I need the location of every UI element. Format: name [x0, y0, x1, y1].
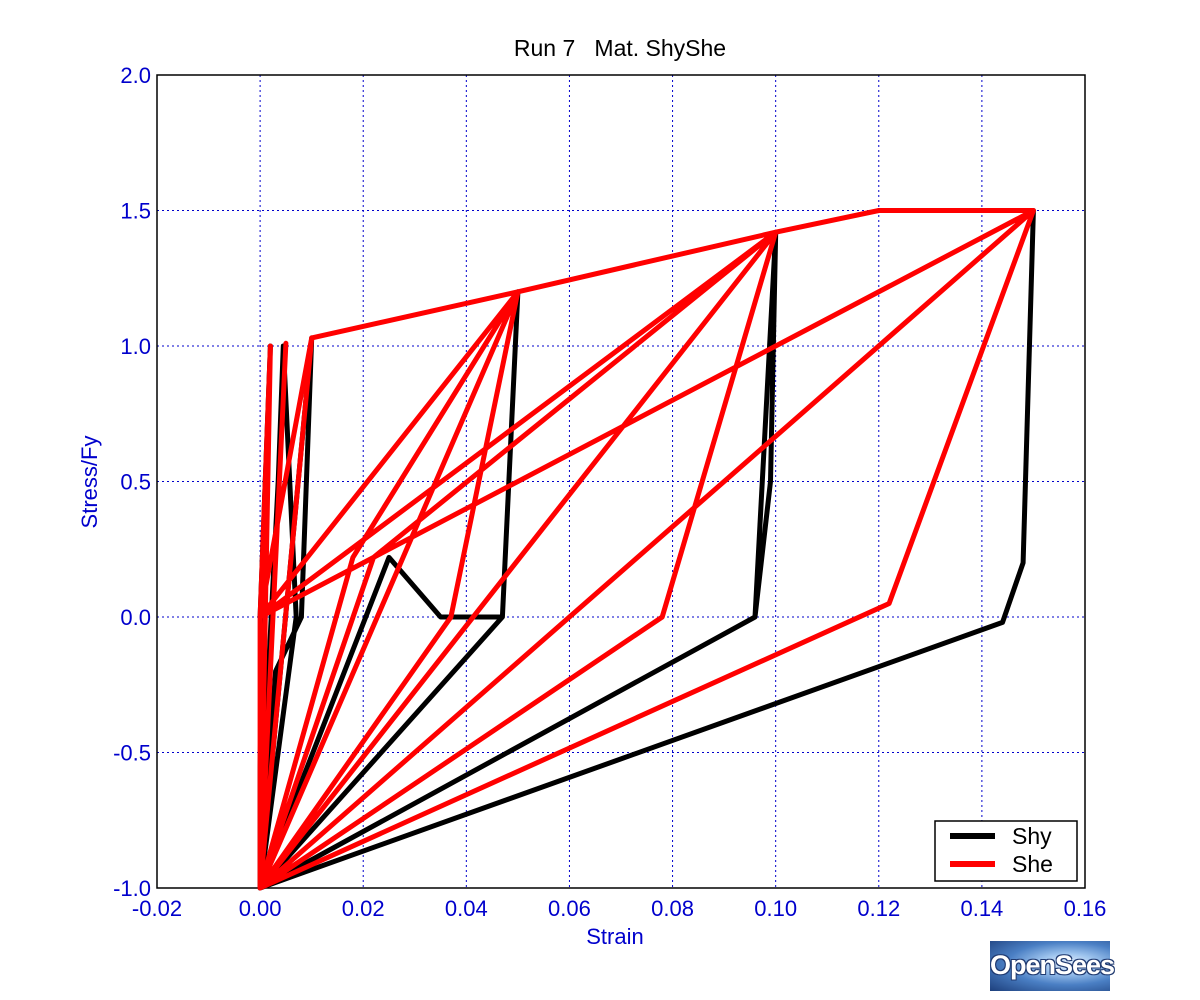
series-line-shy	[257, 208, 1036, 891]
x-axis-ticks: -0.02 0.00 0.02 0.04 0.06 0.08 0.10 0.12 0.14 0.1…	[132, 896, 1106, 921]
series-line-she	[257, 208, 1036, 891]
plot-frame	[156, 74, 1086, 889]
x-tick-label: 0.06	[548, 896, 591, 921]
y-tick-label: 0.5	[120, 470, 151, 495]
legend-box	[934, 820, 1078, 882]
opensees-logo: OpenSees	[990, 941, 1115, 991]
legend: Shy She	[934, 820, 1078, 882]
y-tick-label: -1.0	[113, 876, 151, 901]
x-tick-label: 0.02	[342, 896, 385, 921]
y-tick-label: 1.0	[120, 334, 151, 359]
legend-label-she: She	[1012, 851, 1053, 877]
x-axis-label: Strain	[586, 924, 643, 949]
legend-label-shy: Shy	[1012, 823, 1052, 849]
x-tick-label: 0.08	[651, 896, 694, 921]
x-tick-label: 0.00	[239, 896, 282, 921]
x-tick-label: -0.02	[132, 896, 182, 921]
y-tick-label: 1.5	[120, 199, 151, 224]
y-tick-label: 0.0	[120, 605, 151, 630]
x-tick-label: 0.12	[857, 896, 900, 921]
y-axis-label: Stress/Fy	[77, 436, 102, 529]
chart-title: Run 7 Mat. ShyShe	[514, 35, 726, 61]
y-tick-label: 2.0	[120, 63, 151, 88]
logo-text: OpenSees	[990, 950, 1115, 980]
x-tick-label: 0.10	[754, 896, 797, 921]
x-tick-label: 0.16	[1064, 896, 1107, 921]
y-axis-ticks: -1.0 -0.5 0.0 0.5 1.0 1.5 2.0	[113, 63, 151, 901]
y-tick-label: -0.5	[113, 741, 151, 766]
x-tick-label: 0.04	[445, 896, 488, 921]
x-tick-label: 0.14	[960, 896, 1003, 921]
series-layer	[257, 208, 1036, 891]
